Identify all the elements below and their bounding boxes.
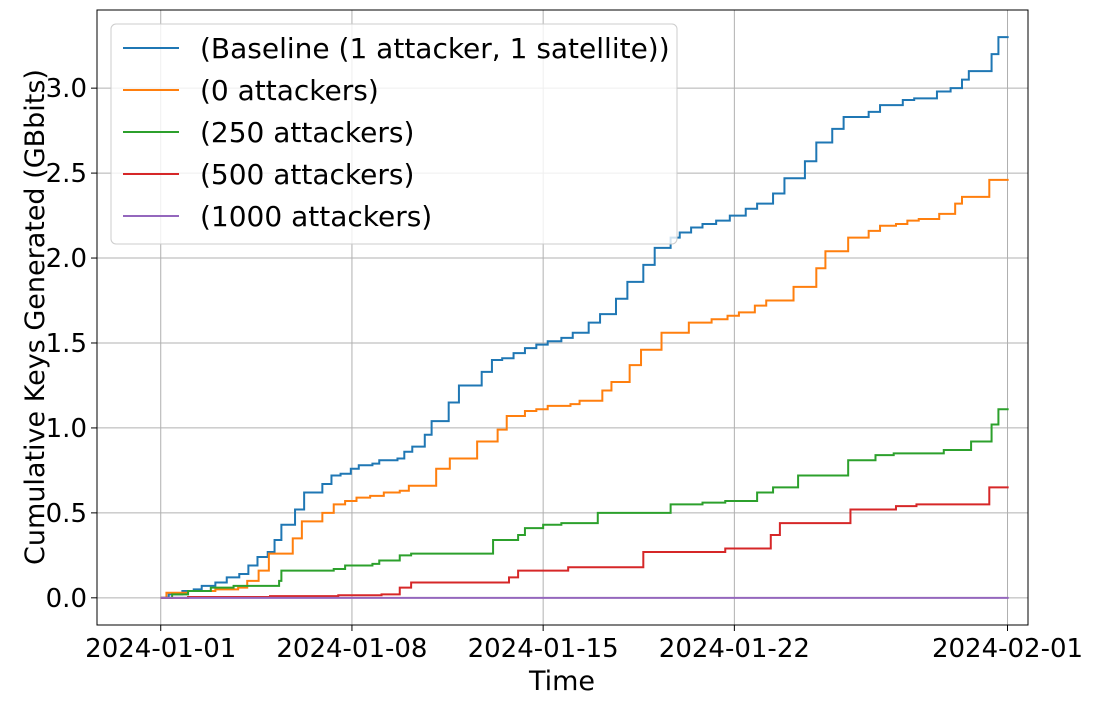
y-tick-label: 3.0 [46, 74, 87, 104]
series-line-2 [160, 408, 1009, 599]
x-tick-label: 2024-01-15 [468, 634, 619, 664]
plot-series [160, 36, 1009, 599]
x-tick-label: 2024-01-22 [659, 634, 810, 664]
y-tick-label: 1.0 [46, 414, 87, 444]
legend: (Baseline (1 attacker, 1 satellite)) (0 a… [110, 23, 678, 245]
legend-label: (0 attackers) [200, 74, 379, 107]
series-line-0 [160, 36, 1009, 599]
y-tick-label: 2.0 [46, 244, 87, 274]
x-tick-label: 2024-02-01 [932, 634, 1083, 664]
y-tick-label: 2.5 [46, 159, 87, 189]
y-tick-label: 0.0 [46, 584, 87, 614]
legend-label: (500 attackers) [200, 158, 414, 191]
legend-box [110, 23, 678, 245]
y-axis-label: Cumulative Keys Generated (GBbits) [20, 69, 51, 565]
y-tick-label: 1.5 [46, 329, 87, 359]
plot-area-frame [96, 9, 1029, 626]
series-line-3 [160, 486, 1009, 599]
x-tick-label: 2024-01-08 [276, 634, 427, 664]
y-tick-label: 0.5 [46, 499, 87, 529]
legend-label: (1000 attackers) [200, 200, 432, 233]
legend-label: (250 attackers) [200, 116, 414, 149]
axis-ticks: 2024-01-01 2024-01-08 2024-01-15 2024-01-22… [46, 74, 1083, 664]
x-tick-label: 2024-01-01 [85, 634, 236, 664]
x-axis-label: Time [528, 666, 595, 697]
legend-label: (Baseline (1 attacker, 1 satellite)) [200, 32, 670, 65]
series-line-1 [160, 178, 1009, 599]
